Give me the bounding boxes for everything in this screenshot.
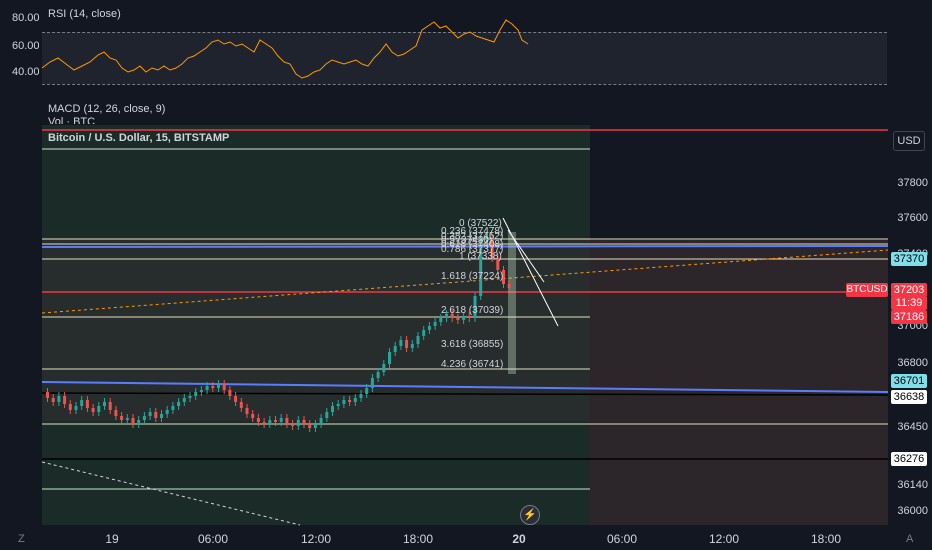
lightning-icon: ⚡ <box>523 509 537 521</box>
fib-zone-bottom <box>42 421 590 525</box>
ticker-tag: BTCUSD <box>846 283 888 297</box>
rsi-line <box>41 19 529 79</box>
time-tick-0600b: 06:00 <box>606 532 638 546</box>
fib-zone-top <box>42 125 590 238</box>
time-tick-1800b: 18:00 <box>810 532 842 546</box>
time-tick-1200: 12:00 <box>300 532 332 546</box>
symbol-title: Bitcoin / U.S. Dollar, 15, BITSTAMP <box>48 132 230 144</box>
time-tick-19: 19 <box>105 532 119 546</box>
time-tick-1800: 18:00 <box>402 532 434 546</box>
rsi-level-60: 60.00 <box>12 40 40 52</box>
fib-zone-mid <box>42 238 590 421</box>
tag-36638: 36638 <box>891 390 927 404</box>
rsi-level-80: 80.00 <box>12 12 40 24</box>
tag-countdown: 11:39 <box>891 296 927 310</box>
lightning-button[interactable]: ⚡ <box>520 505 540 525</box>
fib-label-0618: 0.618 (37408) <box>441 239 504 250</box>
time-tick-1200b: 12:00 <box>708 532 740 546</box>
rsi-title: RSI (14, close) <box>48 8 121 20</box>
price-tick-36450: 36450 <box>897 421 928 433</box>
corner-a-button[interactable]: A <box>906 533 914 545</box>
price-axis[interactable]: USD <box>890 125 932 530</box>
fib-label-3618: 3.618 (36855) <box>441 339 504 350</box>
time-axis[interactable] <box>0 526 932 550</box>
fib-label-4236: 4.236 (36741) <box>441 359 504 370</box>
price-tick-37800: 37800 <box>897 177 928 189</box>
rsi-level-40: 40.00 <box>12 66 40 78</box>
rsi-panel[interactable]: RSI (14, close) 80.00 60.00 40.00 <box>0 0 890 95</box>
rsi-line-svg <box>41 19 529 79</box>
fib-label-0236: 0.236 (37478) <box>441 226 504 237</box>
rsi-lower-line <box>42 84 887 85</box>
future-zone <box>590 240 888 525</box>
main-chart[interactable]: Bitcoin / U.S. Dollar, 15, BITSTAMP <box>0 125 890 530</box>
tag-37186: 37186 <box>891 310 927 324</box>
tag-last-price: 37203 <box>891 283 927 297</box>
price-tick-36000: 36000 <box>897 505 928 517</box>
fib-label-1618: 1.618 (37224) <box>441 271 504 282</box>
tag-36276: 36276 <box>891 452 927 466</box>
price-tick-36800: 36800 <box>897 357 928 369</box>
tag-37370: 37370 <box>891 252 927 266</box>
fib-label-2618: 2.618 (37039) <box>441 305 504 316</box>
vol-title: Vol · BTC <box>48 116 96 124</box>
fib-label-1: 1 (37338) <box>459 251 502 262</box>
rsi-band <box>42 32 887 84</box>
fib-label-05: 0.5 (37430) <box>441 235 493 246</box>
time-tick-0600: 06:00 <box>197 532 229 546</box>
currency-button[interactable]: USD <box>893 131 925 151</box>
rsi-upper-line <box>42 32 887 33</box>
tag-36701: 36701 <box>891 374 927 388</box>
fib-label-0786: 0.786 (37377) <box>441 244 504 255</box>
fib-label-0: 0 (37522) <box>459 218 502 229</box>
macd-title: MACD (12, 26, close, 9) <box>48 103 166 115</box>
corner-z-button[interactable]: Z <box>18 533 25 545</box>
price-tick-36140: 36140 <box>897 479 928 491</box>
price-tick-37600: 37600 <box>897 212 928 224</box>
macd-panel[interactable]: MACD (12, 26, close, 9) Vol · BTC <box>0 95 890 125</box>
fib-label-0382: 0.382 (37452) <box>441 231 504 242</box>
time-tick-20: 20 <box>512 532 526 546</box>
